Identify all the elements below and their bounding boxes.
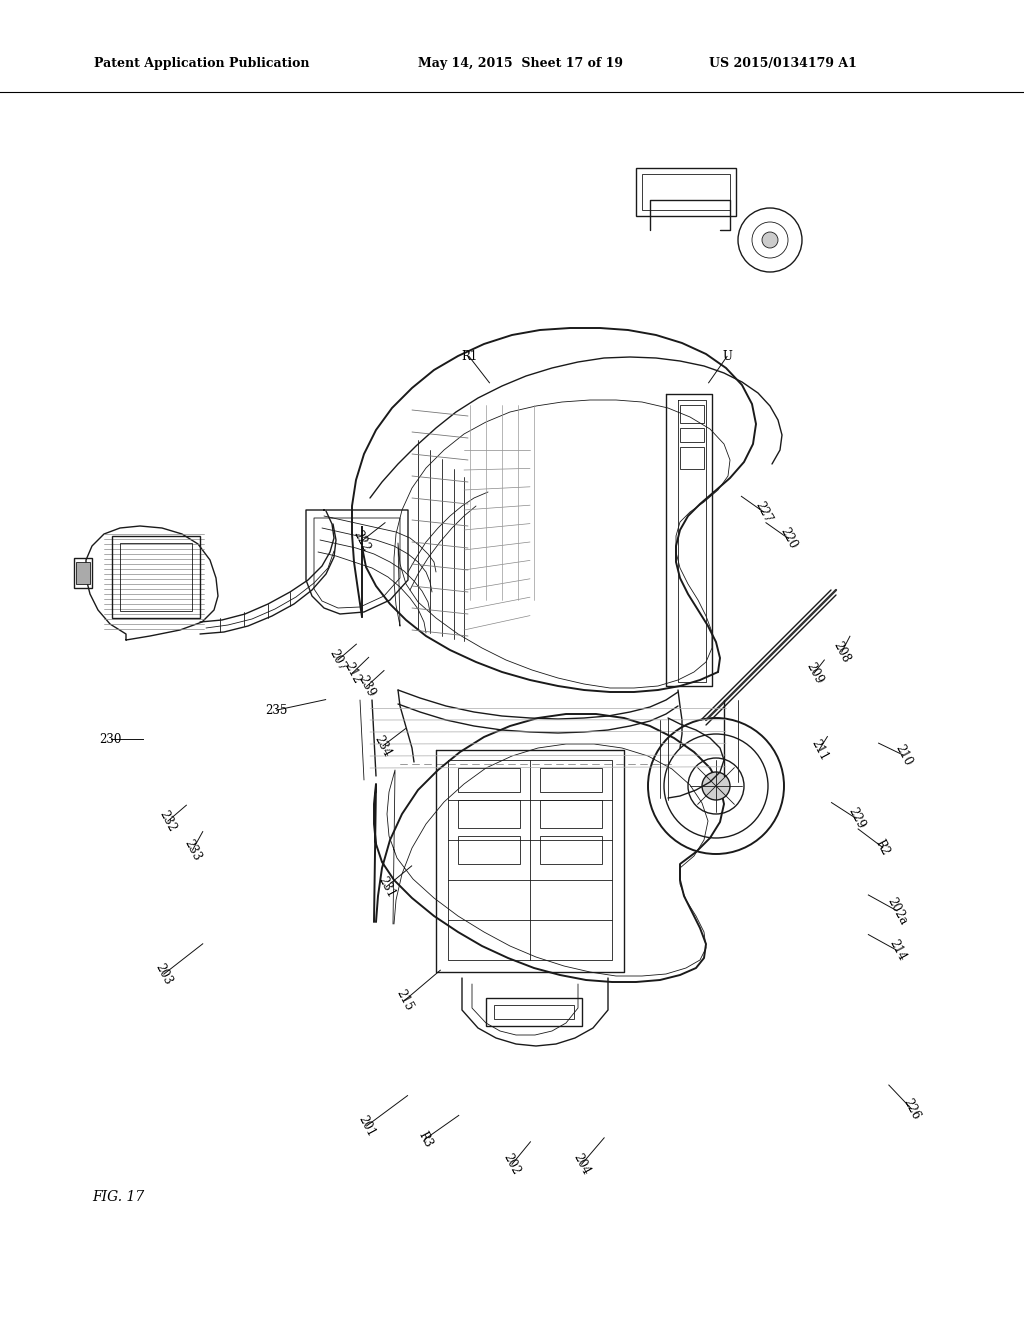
Text: 208: 208	[830, 639, 853, 665]
Text: 239: 239	[355, 673, 378, 700]
Text: U: U	[722, 350, 732, 363]
Text: 227: 227	[753, 499, 775, 525]
Text: 204: 204	[570, 1151, 593, 1177]
Text: 235: 235	[265, 704, 288, 717]
Bar	[680, 428, 705, 442]
Text: Patent Application Publication: Patent Application Publication	[94, 57, 309, 70]
Text: 230: 230	[99, 733, 122, 746]
Bar	[540, 836, 602, 865]
Bar	[76, 562, 90, 583]
Text: 233: 233	[181, 837, 204, 863]
Bar	[642, 174, 730, 210]
Bar	[458, 768, 520, 792]
Text: 209: 209	[803, 660, 825, 686]
Bar	[636, 168, 736, 216]
Text: 222: 222	[350, 528, 373, 554]
Bar	[486, 998, 582, 1026]
Bar	[458, 800, 520, 828]
Text: 215: 215	[393, 987, 416, 1014]
Text: 226: 226	[900, 1096, 923, 1122]
Text: May 14, 2015  Sheet 17 of 19: May 14, 2015 Sheet 17 of 19	[418, 57, 623, 70]
Text: R2: R2	[873, 837, 892, 858]
Text: R3: R3	[416, 1129, 434, 1150]
Bar	[458, 836, 520, 865]
Circle shape	[762, 232, 778, 248]
Bar	[112, 536, 200, 618]
Circle shape	[702, 772, 730, 800]
Text: 203: 203	[153, 961, 175, 987]
Bar	[680, 447, 705, 469]
Text: 211: 211	[808, 737, 830, 763]
Text: 202a: 202a	[885, 895, 909, 927]
Text: 201: 201	[355, 1113, 378, 1139]
Bar	[540, 768, 602, 792]
Text: 220: 220	[777, 525, 800, 552]
Bar	[120, 543, 193, 611]
Text: 229: 229	[845, 805, 867, 832]
Text: 214: 214	[886, 937, 908, 964]
Bar	[74, 558, 92, 587]
Text: US 2015/0134179 A1: US 2015/0134179 A1	[709, 57, 856, 70]
Bar	[680, 405, 705, 422]
Text: 231: 231	[375, 874, 397, 900]
Text: 202: 202	[501, 1151, 523, 1177]
Text: 232: 232	[157, 808, 179, 834]
Text: 212: 212	[341, 660, 364, 686]
Text: 210: 210	[892, 742, 914, 768]
Text: FIG. 17: FIG. 17	[92, 1191, 144, 1204]
Text: R1: R1	[461, 350, 477, 363]
Text: 234: 234	[372, 733, 394, 759]
Text: 207: 207	[327, 647, 349, 673]
Bar	[494, 1005, 574, 1019]
Bar	[540, 800, 602, 828]
